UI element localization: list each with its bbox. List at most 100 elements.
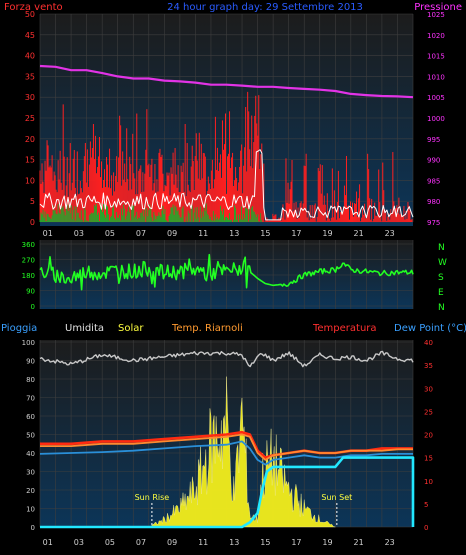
wind-gust-line — [39, 149, 414, 221]
humidity-tick-label: 100 — [22, 339, 35, 347]
pressure-tick-label: 1000 — [427, 115, 445, 123]
temperature-tick-label: 15 — [424, 455, 433, 463]
wind-tick-label: 50 — [25, 10, 35, 19]
x-tick-label: 19 — [322, 229, 332, 238]
compass-label: N — [438, 303, 445, 313]
direction-tick-label: 180 — [22, 272, 35, 280]
pressure-tick-label: 1025 — [427, 11, 445, 19]
wind-tick-label: 30 — [25, 93, 35, 102]
temperature-x-tick-labels: 01 03 05 07 09 11 13 15 17 19 21 23 — [43, 538, 395, 547]
wind-tick-label: 45 — [25, 31, 35, 40]
pressure-tick-label: 980 — [427, 198, 440, 206]
direction-line — [39, 253, 414, 291]
pressure-tick-label: 1015 — [427, 53, 445, 61]
humidity-tick-label: 90 — [26, 358, 35, 366]
humidity-tick-label: 50 — [26, 432, 35, 440]
x-tick-label: 01 — [43, 229, 53, 238]
sun-set-label: Sun Set — [321, 493, 352, 502]
pressure-tick-label: 1010 — [427, 73, 445, 81]
humidity-tick-label: 70 — [26, 395, 35, 403]
x-tick-label: 13 — [229, 229, 239, 238]
header-right: Pressione — [414, 2, 462, 13]
x-tick-label: 11 — [198, 538, 208, 547]
pressure-tick-label: 1020 — [427, 32, 445, 40]
wind-bars — [39, 91, 413, 222]
x-tick-label: 07 — [136, 538, 146, 547]
pressure-tick-label: 1005 — [427, 94, 445, 102]
legend-umidita: Umidita — [65, 323, 104, 334]
legend-riarnoli: Temp. Riarnoli — [171, 323, 243, 334]
wind-tick-label: 5 — [30, 197, 35, 206]
x-tick-label: 07 — [136, 229, 146, 238]
temperature-tick-label: 40 — [424, 339, 433, 347]
direction-axis-labels: 360 270 180 90 0 — [22, 241, 35, 311]
dewpoint-line — [39, 440, 413, 466]
x-tick-label: 05 — [105, 538, 115, 547]
x-tick-label: 15 — [260, 229, 270, 238]
wind-tick-label: 35 — [25, 72, 35, 81]
temperature-tick-label: 20 — [424, 432, 433, 440]
temperature-tick-label: 5 — [424, 501, 428, 509]
x-tick-label: 21 — [354, 229, 364, 238]
x-tick-label: 03 — [74, 229, 84, 238]
wind-tick-label: 40 — [25, 52, 35, 61]
x-tick-label: 01 — [43, 538, 53, 547]
legend-solar: Solar — [118, 323, 144, 334]
direction-tick-label: 90 — [26, 288, 35, 296]
pressure-axis-labels: 1025 1020 1015 1010 1005 1000 995 990 985 980 975 — [427, 11, 445, 227]
x-tick-label: 13 — [229, 538, 239, 547]
wind-tick-label: 25 — [25, 114, 35, 123]
x-tick-label: 05 — [105, 229, 115, 238]
pressure-line — [39, 64, 414, 99]
wind-tick-label: 15 — [25, 156, 35, 165]
direction-tick-label: 360 — [22, 241, 35, 249]
compass-label: E — [438, 288, 444, 298]
direction-tick-label: 270 — [22, 257, 35, 265]
wind-tick-label: 10 — [25, 176, 35, 185]
solar-area — [148, 376, 336, 528]
pressure-tick-label: 975 — [427, 219, 440, 227]
humidity-tick-label: 20 — [26, 487, 35, 495]
humidity-tick-label: 30 — [26, 469, 35, 477]
x-tick-label: 17 — [291, 538, 301, 547]
sun-annotations: Sun Rise Sun Set — [135, 493, 352, 526]
legend-pioggia: Pioggia — [1, 323, 37, 334]
direction-line — [39, 253, 414, 291]
wind-tick-label: 20 — [25, 135, 35, 144]
x-tick-label: 03 — [74, 538, 84, 547]
x-tick-label: 15 — [260, 538, 270, 547]
x-tick-label: 09 — [167, 538, 177, 547]
x-tick-label: 21 — [354, 538, 364, 547]
temperature-lines — [39, 350, 415, 529]
compass-label: S — [438, 273, 444, 283]
wind-pressure-lines — [39, 64, 414, 221]
legend-temperatura: Temperatura — [312, 323, 377, 334]
x-tick-label: 23 — [385, 229, 395, 238]
temperature-tick-label: 0 — [424, 524, 428, 532]
legend-dewpoint: Dew Point (°C) — [394, 323, 466, 334]
temperature-tick-label: 25 — [424, 408, 433, 416]
rain-line — [40, 456, 415, 529]
pressure-tick-label: 995 — [427, 136, 440, 144]
header-left: Forza vento — [4, 2, 63, 13]
header-center: 24 hour graph day: 29 Settembre 2013 — [167, 2, 363, 13]
sun-rise-label: Sun Rise — [135, 493, 170, 502]
direction-tick-label: 0 — [31, 303, 35, 311]
compass-label: W — [438, 258, 447, 268]
humidity-tick-label: 40 — [26, 450, 35, 458]
temperature-tick-label: 10 — [424, 478, 433, 486]
temperature-axis-labels: 40 35 30 25 20 15 10 5 0 — [424, 339, 433, 532]
pressure-tick-label: 985 — [427, 177, 440, 185]
temperature-tick-label: 35 — [424, 362, 433, 370]
temperature-tick-label: 30 — [424, 385, 433, 393]
humidity-tick-label: 60 — [26, 413, 35, 421]
x-tick-label: 09 — [167, 229, 177, 238]
compass-label: N — [438, 243, 445, 253]
humidity-tick-label: 10 — [26, 506, 35, 514]
wind-x-tick-labels: 01 03 05 07 09 11 13 15 17 19 21 23 — [43, 229, 395, 238]
riarnoli-line — [40, 433, 413, 461]
